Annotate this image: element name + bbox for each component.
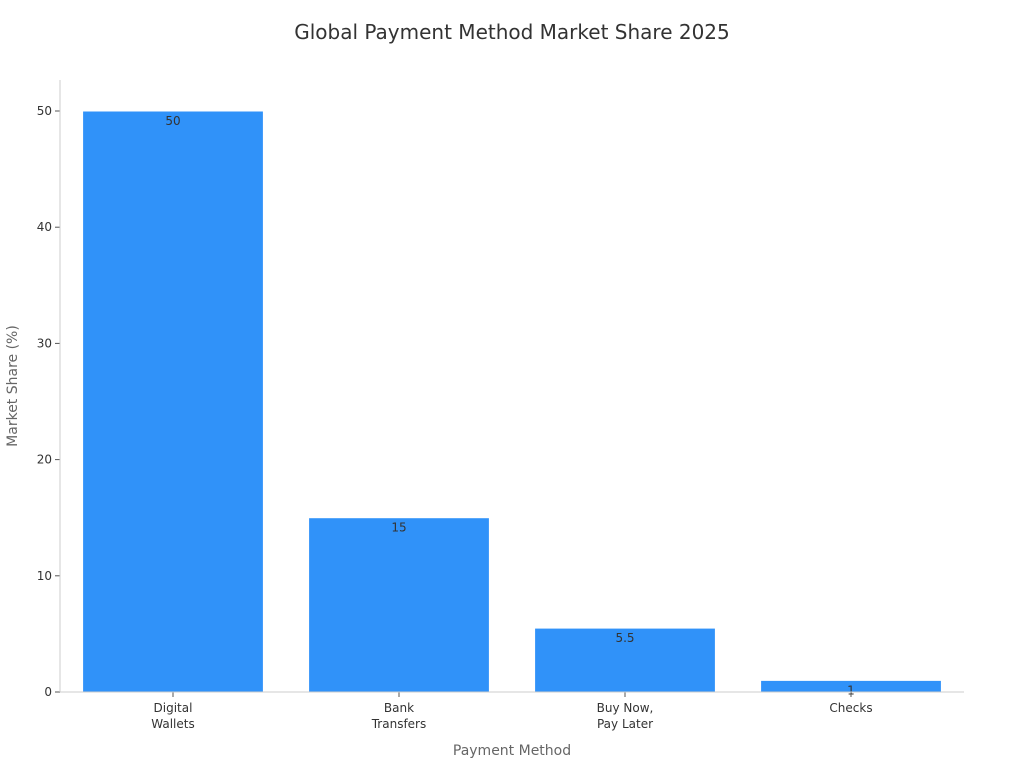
bar-value-label: 1: [847, 683, 855, 697]
x-tick-label: Buy Now, Pay Later: [597, 701, 654, 731]
y-tick-label: 10: [37, 569, 52, 583]
bar-value-label: 15: [391, 521, 406, 535]
y-tick-label: 50: [37, 104, 52, 118]
x-tick-label: Checks: [829, 701, 872, 715]
y-tick-label: 20: [37, 453, 52, 467]
y-tick-label: 40: [37, 220, 52, 234]
chart-title: Global Payment Method Market Share 2025: [294, 20, 730, 44]
y-axis-ticks: 0 10 20 30 40 50: [37, 104, 60, 699]
y-tick-label: 30: [37, 336, 52, 350]
y-tick-label: 0: [44, 685, 52, 699]
data-labels: 50 15 5.5 1: [165, 114, 854, 697]
bar: [82, 110, 264, 693]
x-tick-label: Bank Transfers: [371, 701, 427, 731]
bar-value-label: 50: [165, 114, 180, 128]
bar: [308, 517, 490, 693]
x-axis-title: Payment Method: [453, 743, 571, 759]
bar: [534, 627, 716, 693]
bars: [82, 110, 942, 693]
bar-value-label: 5.5: [615, 631, 634, 645]
x-tick-label: Digital Wallets: [151, 701, 194, 731]
y-axis-title: Market Share (%): [5, 325, 21, 447]
x-axis-ticks: Digital Wallets Bank Transfers Buy Now, Pay L…: [151, 692, 873, 731]
